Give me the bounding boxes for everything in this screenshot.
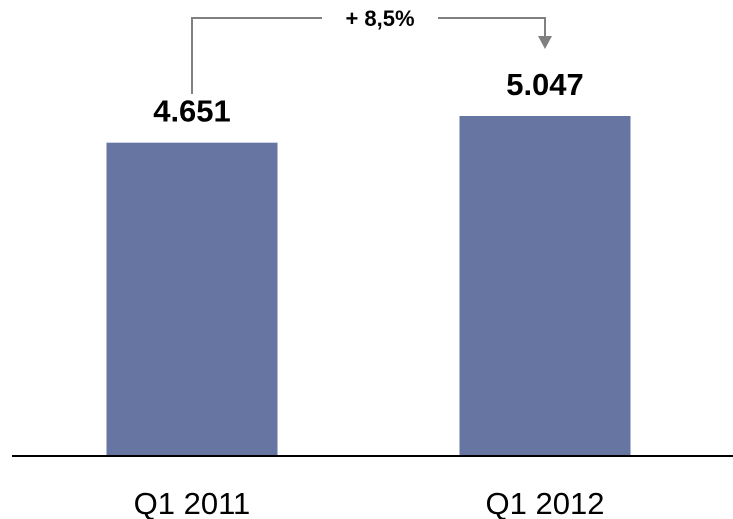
growth-connector-line-right [438, 17, 546, 38]
growth-arrowhead-icon [538, 36, 552, 49]
growth-connector-line [191, 17, 322, 94]
value-label-q1-2011: 4.651 [153, 94, 231, 129]
bar-q1-2011 [106, 142, 278, 456]
value-label-q1-2012: 5.047 [506, 67, 584, 102]
growth-annotation-label: + 8,5% [345, 6, 414, 31]
bar-q1-2012 [459, 116, 631, 456]
category-label-q1-2011: Q1 2011 [134, 486, 251, 519]
category-label-q1-2012: Q1 2012 [486, 486, 605, 519]
